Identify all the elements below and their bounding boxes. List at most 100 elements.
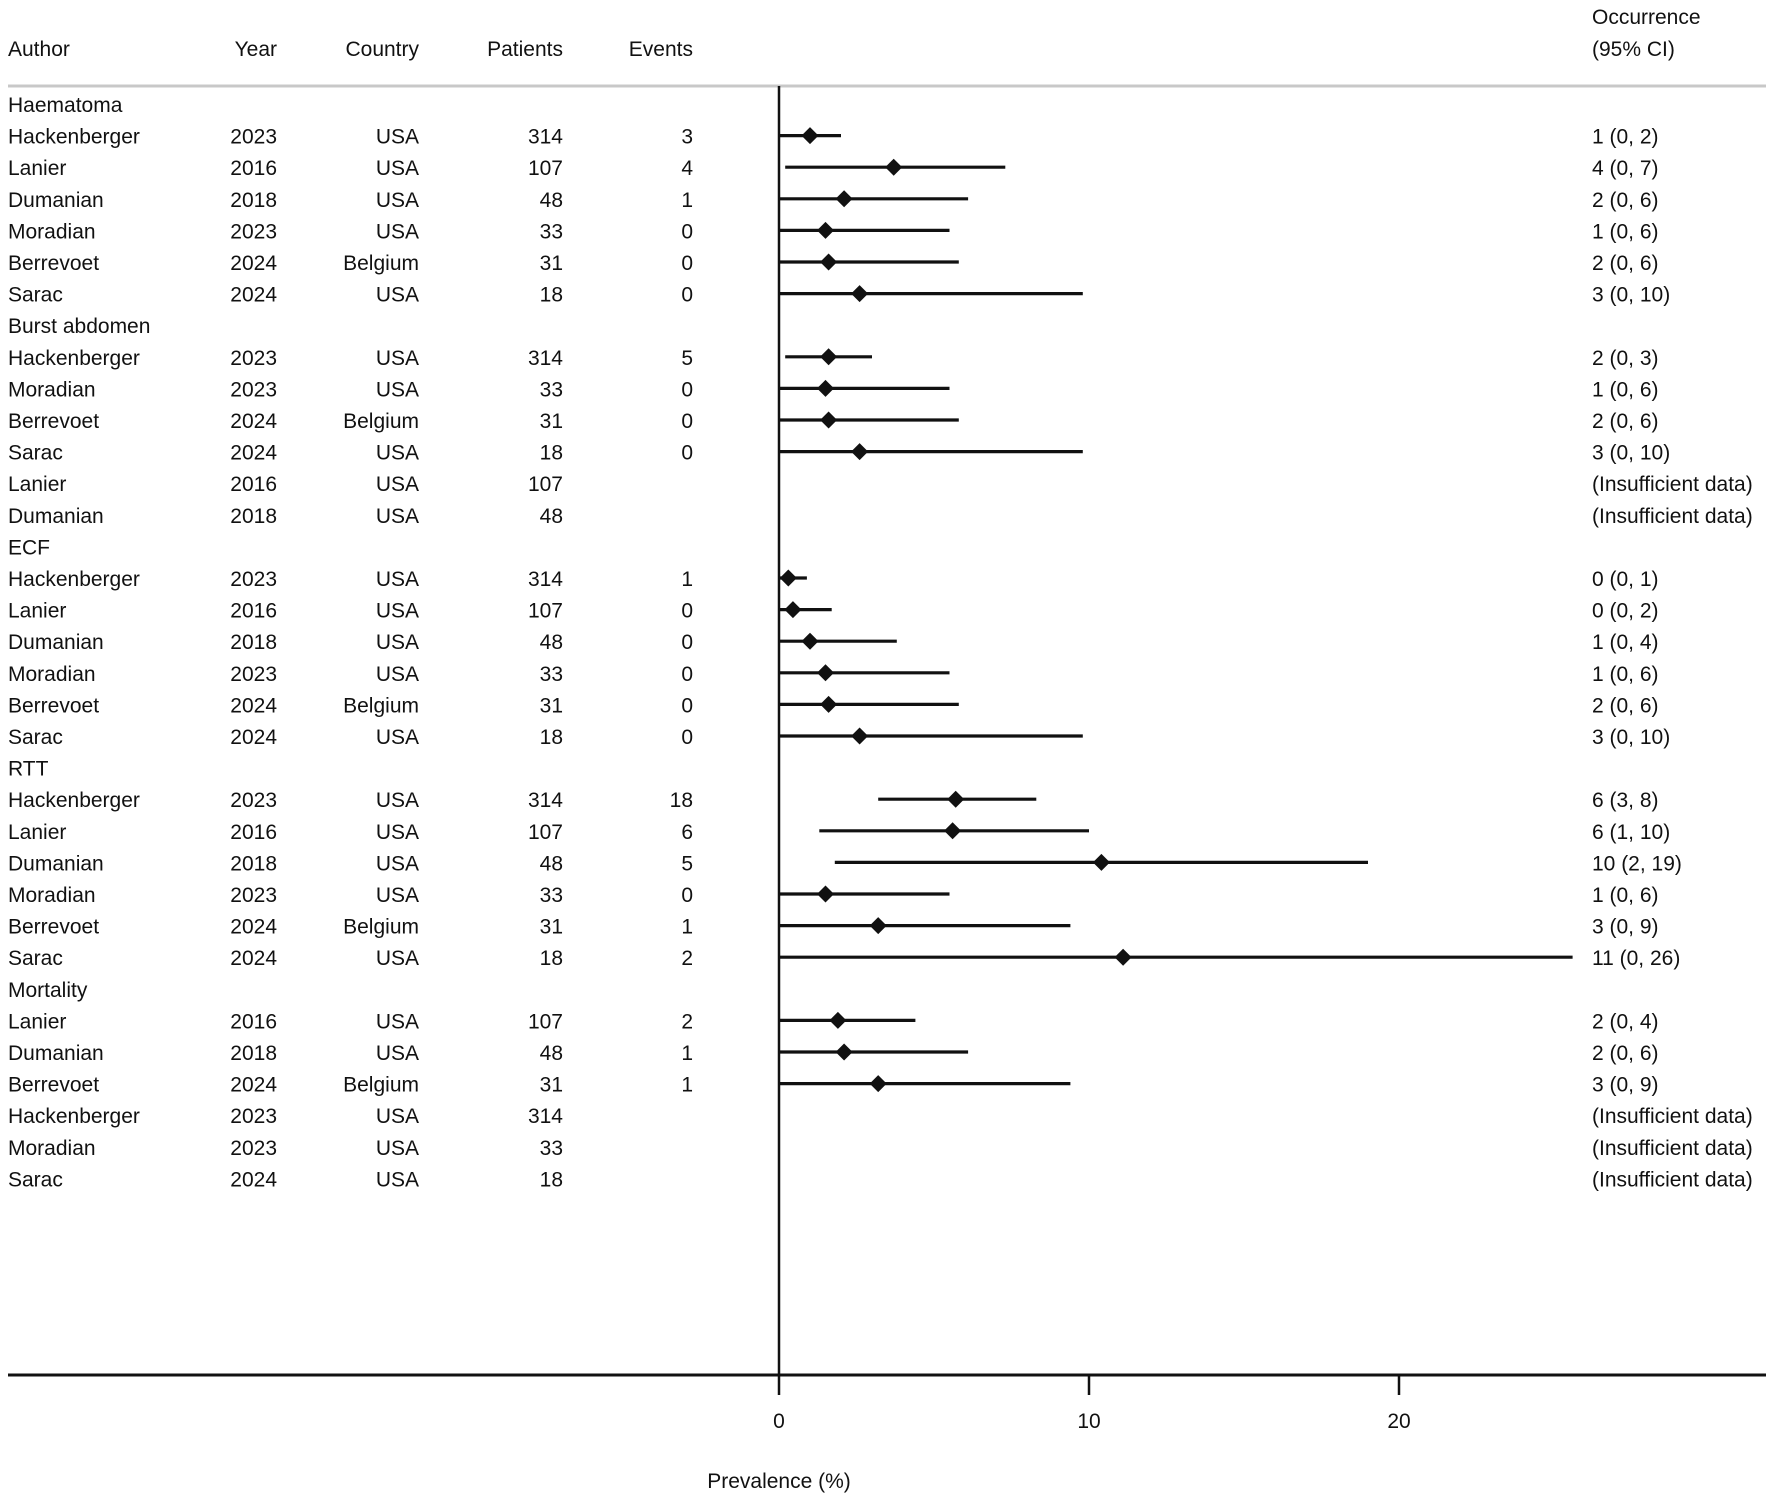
events-cell: 0 bbox=[681, 410, 693, 433]
point-estimate bbox=[779, 569, 797, 587]
patients-cell: 48 bbox=[540, 631, 563, 654]
year-cell: 2024 bbox=[230, 916, 277, 939]
study-row: Moradian 2023 USA 33 0 1 (0, 6) bbox=[8, 663, 1659, 686]
patients-cell: 33 bbox=[540, 378, 563, 401]
patients-cell: 18 bbox=[540, 284, 563, 307]
group-title: Haematoma bbox=[8, 94, 123, 117]
events-cell: 4 bbox=[681, 157, 693, 180]
author-cell: Moradian bbox=[8, 884, 96, 907]
occurrence-cell: 1 (0, 6) bbox=[1592, 220, 1659, 243]
study-row: Sarac 2024 USA 18 (Insufficient data) bbox=[8, 1168, 1753, 1191]
year-cell: 2023 bbox=[230, 568, 277, 591]
occurrence-cell: 10 (2, 19) bbox=[1592, 852, 1682, 875]
patients-cell: 314 bbox=[528, 789, 563, 812]
point-estimate bbox=[784, 601, 802, 619]
patients-cell: 18 bbox=[540, 947, 563, 970]
author-cell: Moradian bbox=[8, 378, 96, 401]
study-row: Dumanian 2018 USA 48 1 2 (0, 6) bbox=[8, 1042, 1659, 1065]
year-cell: 2018 bbox=[230, 852, 277, 875]
study-row: Hackenberger 2023 USA 314 18 6 (3, 8) bbox=[8, 789, 1659, 812]
country-cell: USA bbox=[376, 600, 419, 623]
occurrence-cell: 2 (0, 4) bbox=[1592, 1010, 1659, 1033]
year-cell: 2024 bbox=[230, 1074, 277, 1097]
events-cell: 2 bbox=[681, 1010, 693, 1033]
study-row: Moradian 2023 USA 33 (Insufficient data) bbox=[8, 1137, 1753, 1160]
country-cell: USA bbox=[376, 442, 419, 465]
header-country: Country bbox=[345, 38, 419, 61]
study-row: Sarac 2024 USA 18 0 3 (0, 10) bbox=[8, 442, 1670, 465]
author-cell: Moradian bbox=[8, 663, 96, 686]
group-title: Burst abdomen bbox=[8, 315, 150, 338]
author-cell: Dumanian bbox=[8, 631, 104, 654]
events-cell: 5 bbox=[681, 852, 693, 875]
country-cell: Belgium bbox=[343, 252, 419, 275]
study-row: Berrevoet 2024 Belgium 31 1 3 (0, 9) bbox=[8, 1074, 1659, 1097]
header-author: Author bbox=[8, 38, 70, 61]
header-events: Events bbox=[629, 38, 693, 61]
occurrence-cell: 3 (0, 10) bbox=[1592, 442, 1670, 465]
country-cell: USA bbox=[376, 947, 419, 970]
occurrence-cell: 2 (0, 6) bbox=[1592, 252, 1659, 275]
group-3: RTT Hackenberger 2023 USA 314 18 6 (3, 8) Lanie… bbox=[8, 758, 1682, 971]
x-tick-label: 10 bbox=[1077, 1410, 1100, 1433]
year-cell: 2024 bbox=[230, 284, 277, 307]
patients-cell: 314 bbox=[528, 1105, 563, 1128]
patients-cell: 48 bbox=[540, 852, 563, 875]
year-cell: 2023 bbox=[230, 220, 277, 243]
point-estimate bbox=[835, 1043, 853, 1061]
occurrence-cell: (Insufficient data) bbox=[1592, 473, 1753, 496]
country-cell: USA bbox=[376, 568, 419, 591]
study-row: Lanier 2016 USA 107 (Insufficient data) bbox=[8, 473, 1753, 496]
country-cell: USA bbox=[376, 284, 419, 307]
country-cell: USA bbox=[376, 505, 419, 528]
occurrence-cell: 3 (0, 9) bbox=[1592, 1074, 1659, 1097]
occurrence-cell: 2 (0, 6) bbox=[1592, 694, 1659, 717]
study-row: Dumanian 2018 USA 48 (Insufficient data) bbox=[8, 505, 1753, 528]
point-estimate bbox=[801, 632, 819, 650]
study-row: Lanier 2016 USA 107 4 4 (0, 7) bbox=[8, 157, 1659, 180]
header-patients: Patients bbox=[487, 38, 563, 61]
x-axis-label: Prevalence (%) bbox=[707, 1470, 851, 1493]
author-cell: Berrevoet bbox=[8, 1074, 99, 1097]
study-row: Hackenberger 2023 USA 314 5 2 (0, 3) bbox=[8, 347, 1659, 370]
author-cell: Hackenberger bbox=[8, 568, 140, 591]
author-cell: Dumanian bbox=[8, 505, 104, 528]
country-cell: Belgium bbox=[343, 410, 419, 433]
year-cell: 2023 bbox=[230, 1137, 277, 1160]
patients-cell: 31 bbox=[540, 410, 563, 433]
author-cell: Sarac bbox=[8, 442, 63, 465]
events-cell: 1 bbox=[681, 1074, 693, 1097]
patients-cell: 107 bbox=[528, 600, 563, 623]
study-row: Lanier 2016 USA 107 6 6 (1, 10) bbox=[8, 821, 1670, 844]
study-row: Moradian 2023 USA 33 0 1 (0, 6) bbox=[8, 220, 1659, 243]
country-cell: USA bbox=[376, 663, 419, 686]
year-cell: 2024 bbox=[230, 726, 277, 749]
occurrence-cell: 6 (3, 8) bbox=[1592, 789, 1659, 812]
events-cell: 0 bbox=[681, 220, 693, 243]
patients-cell: 48 bbox=[540, 1042, 563, 1065]
study-row: Hackenberger 2023 USA 314 1 0 (0, 1) bbox=[8, 568, 1659, 591]
country-cell: USA bbox=[376, 347, 419, 370]
events-cell: 1 bbox=[681, 568, 693, 591]
occurrence-cell: 4 (0, 7) bbox=[1592, 157, 1659, 180]
study-row: Berrevoet 2024 Belgium 31 0 2 (0, 6) bbox=[8, 252, 1659, 275]
patients-cell: 33 bbox=[540, 663, 563, 686]
author-cell: Berrevoet bbox=[8, 694, 99, 717]
country-cell: USA bbox=[376, 1168, 419, 1191]
point-estimate bbox=[1092, 853, 1110, 871]
year-cell: 2016 bbox=[230, 157, 277, 180]
author-cell: Sarac bbox=[8, 726, 63, 749]
events-cell: 18 bbox=[670, 789, 693, 812]
header-occurrence: Occurrence bbox=[1592, 6, 1701, 29]
events-cell: 0 bbox=[681, 442, 693, 465]
year-cell: 2024 bbox=[230, 1168, 277, 1191]
events-cell: 2 bbox=[681, 947, 693, 970]
author-cell: Hackenberger bbox=[8, 1105, 140, 1128]
study-row: Moradian 2023 USA 33 0 1 (0, 6) bbox=[8, 884, 1659, 907]
author-cell: Lanier bbox=[8, 157, 66, 180]
point-estimate bbox=[829, 1011, 847, 1029]
events-cell: 1 bbox=[681, 1042, 693, 1065]
point-estimate bbox=[820, 411, 838, 429]
